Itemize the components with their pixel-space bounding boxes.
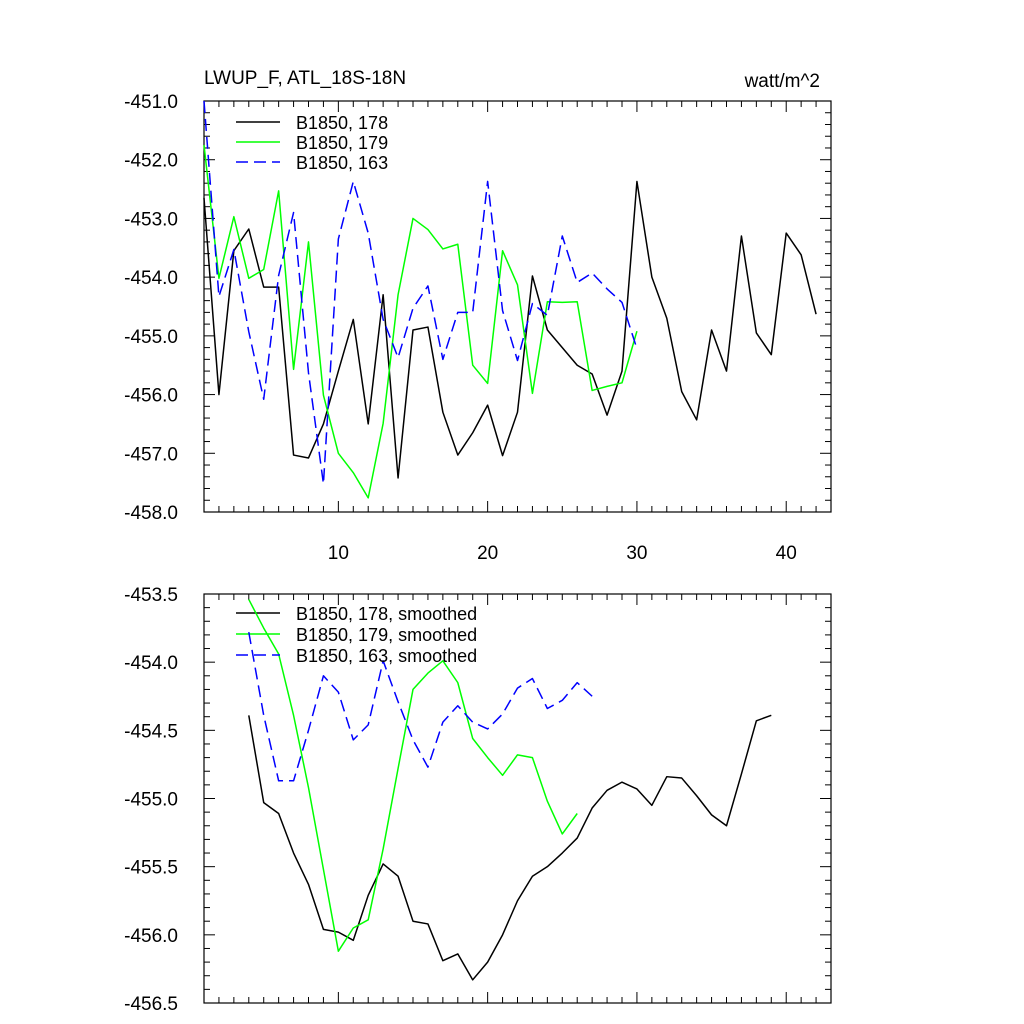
y-tick-label: -453.5 — [124, 585, 178, 606]
series-line — [203, 100, 638, 485]
y-tick-label: -453.0 — [124, 209, 178, 230]
top-panel: 10 20 30 40 -451.0 -452.0 -453.0 -454.0 -455.0 -4… — [124, 92, 832, 564]
y-tick-label: -458.0 — [124, 503, 178, 524]
y-tick-label: -454.5 — [124, 721, 178, 742]
x-axis-ticks — [203, 594, 832, 1003]
series-line — [248, 714, 772, 981]
legend-label: B1850, 178 — [296, 113, 388, 133]
series-line — [203, 144, 638, 499]
y-tick-label: -455.5 — [124, 858, 178, 879]
y-tick-label: -456.5 — [124, 994, 178, 1015]
series-line — [248, 599, 578, 952]
legend-label: B1850, 179, smoothed — [296, 625, 477, 645]
x-tick-label: 40 — [776, 543, 797, 564]
legend-label: B1850, 163 — [296, 153, 388, 173]
y-tick-label: -454.0 — [124, 268, 178, 289]
legend-label: B1850, 163, smoothed — [296, 646, 477, 666]
y-tick-label: -454.0 — [124, 653, 178, 674]
y-tick-label: -451.0 — [124, 92, 178, 113]
x-tick-label: 20 — [477, 543, 498, 564]
y-axis-ticks — [204, 593, 831, 1004]
legend-label: B1850, 178, smoothed — [296, 604, 477, 624]
bottom-panel: -453.5 -454.0 -454.5 -455.0 -455.5 -456.0 -456… — [124, 585, 832, 1015]
y-tick-label: -455.0 — [124, 790, 178, 811]
legend-label: B1850, 179 — [296, 133, 388, 153]
y-axis-ticks — [204, 100, 831, 513]
x-tick-label: 30 — [626, 543, 647, 564]
y-tick-label: -455.0 — [124, 327, 178, 348]
y-tick-label: -456.0 — [124, 386, 178, 407]
x-axis-ticks — [203, 101, 832, 512]
series-line — [203, 180, 817, 479]
chart-title: LWUP_F, ATL_18S-18N — [204, 68, 406, 89]
x-tick-label: 10 — [328, 543, 349, 564]
y-tick-label: -456.0 — [124, 926, 178, 947]
y-tick-label: -452.0 — [124, 151, 178, 172]
units-label: watt/m^2 — [744, 71, 820, 92]
y-tick-label: -457.0 — [124, 444, 178, 465]
